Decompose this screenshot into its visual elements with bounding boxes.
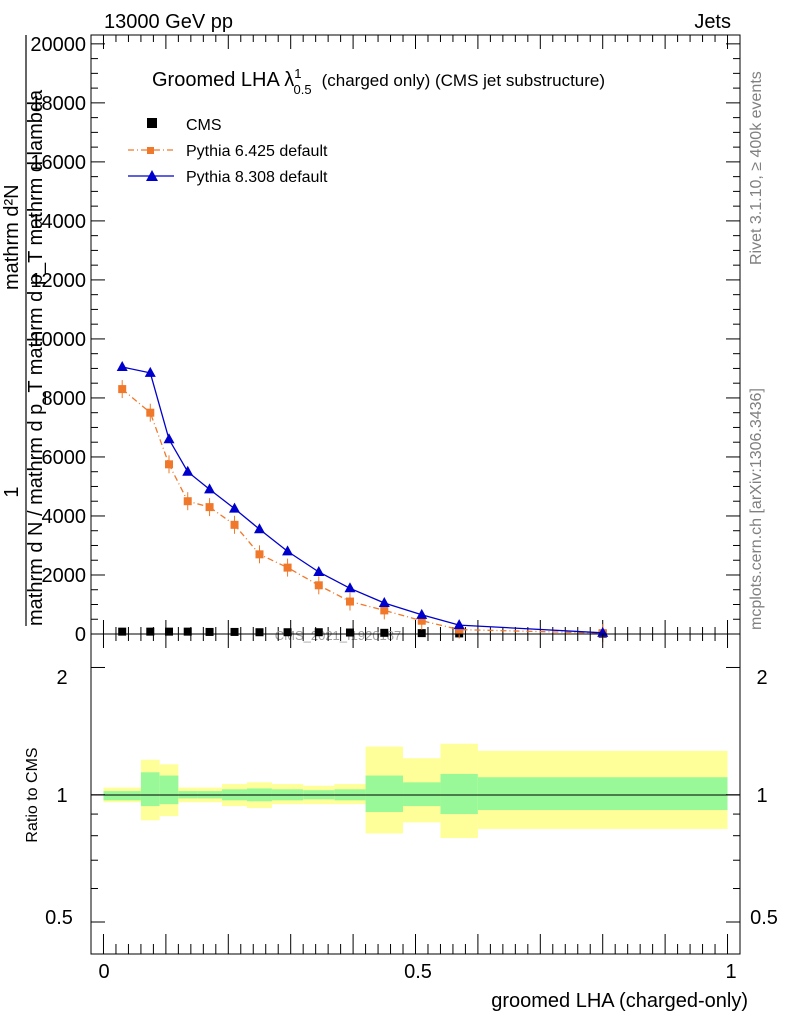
ratio-tick-2-left: 2 [56,667,67,689]
pythia8-point [116,360,128,371]
pythia8-point [378,597,390,608]
pythia8-point [229,502,241,513]
pythia6-point [165,460,174,469]
pythia6-point [417,616,426,625]
x-tick-05: 0.5 [404,961,432,983]
pythia6-point [283,563,292,572]
pythia6-point [255,550,264,559]
legend-cms-label: CMS [186,117,222,134]
pythia6-point [183,497,192,506]
top-panel: 0 2000 4000 6000 8000 10000 12000 14000 16000 180… [1,34,741,646]
mcplots-label: mcplots.cern.ch [arXiv:1306.3436] [748,388,765,630]
y-label-frac-num: 1 [1,486,23,497]
pythia8-point [182,465,194,476]
pythia6-point [205,503,214,512]
pythia8-point [313,566,325,577]
cms-point [283,628,292,637]
pythia6-point [118,385,127,394]
analysis-watermark: CMS_2021_I1920187 [275,628,402,643]
y-tick-label: 20000 [30,34,86,56]
cms-point [118,627,127,636]
bottom-axis-ticks [91,634,740,954]
pythia8-point [253,523,265,534]
ratio-tick-1-left: 1 [56,785,67,807]
y-tick-label: 18000 [30,93,86,115]
top-y-tick-labels: 0 2000 4000 6000 8000 10000 12000 14000 16000 180… [30,34,86,646]
x-tick-0: 0 [98,961,109,983]
inner-band-bin [365,775,404,813]
x-axis-label: groomed LHA (charged-only) [491,990,748,1012]
legend-pythia8-marker [146,170,158,181]
legend-pythia6-label: Pythia 6.425 default [186,143,328,160]
pythia8-point [163,433,175,444]
legend-cms-marker [147,118,157,128]
pythia8-point [204,483,216,494]
cms-point [183,627,192,636]
y-tick-label: 2000 [42,565,87,587]
cms-point [165,627,174,636]
plot-title: Groomed LHA λ1 0.5 (charged only) (CMS jet… [152,66,605,97]
cms-point [345,628,354,637]
inner-band-bin [103,791,141,801]
cms-point [314,628,323,637]
y-tick-label: 12000 [30,270,86,292]
uncertainty-bands [103,743,728,839]
pythia6-point [455,625,464,634]
cms-point [417,629,426,638]
cms-point [255,628,264,637]
cms-point [205,627,214,636]
pythia8-point [416,608,428,619]
y-tick-label: 16000 [30,152,86,174]
pythia6-line [121,388,603,634]
pythia8-point [144,366,156,377]
ratio-tick-05-right: 0.5 [750,907,778,929]
y-tick-label: 4000 [42,506,87,528]
pythia6-point [230,520,239,529]
ratio-panel: 2 1 0.5 2 1 0.5 Ratio to CMS 0 0.5 1 gro… [24,633,778,1012]
legend-pythia6-marker [147,147,154,154]
y-tick-label: 0 [75,624,86,646]
ratio-y-label: Ratio to CMS [24,747,41,842]
pythia6-point [345,597,354,606]
top-y-axis-label: mathrm d²N 1 mathrm d N / mathrm d p_T m… [1,35,47,626]
legend: CMS Pythia 6.425 default Pythia 8.308 de… [128,117,328,186]
rivet-label: Rivet 3.1.10, ≥ 400k events [748,71,765,265]
y-tick-label: 14000 [30,211,86,233]
y-tick-label: 10000 [30,329,86,351]
series-layer [116,360,609,643]
ratio-frame [90,633,741,955]
y-tick-label: 6000 [42,447,87,469]
legend-pythia8-label: Pythia 8.308 default [186,169,328,186]
inner-band-bin [440,773,478,815]
pythia6-point [380,606,389,615]
y-label-denominator: mathrm d N / mathrm d p_T mathrm d p_T m… [25,89,47,626]
energy-label: 13000 GeV pp [104,11,233,33]
pythia8-line [122,366,603,634]
y-label-numerator: mathrm d²N [1,184,23,290]
ratio-tick-2-right: 2 [756,667,767,689]
cms-point [380,628,389,637]
cms-point [146,627,155,636]
inner-band-bin [403,782,441,807]
y-tick-label: 8000 [42,388,87,410]
pythia8-point [453,619,465,630]
pythia8-point [282,545,294,556]
pythia6-point [314,581,323,590]
inner-band-bin [477,777,728,811]
inner-band-bin [159,775,179,805]
ratio-tick-1-right: 1 [756,785,767,807]
pythia8-point [344,582,356,593]
cms-point [230,627,239,636]
inner-band-bin [140,772,160,807]
x-tick-1: 1 [725,961,736,983]
pythia6-point [146,408,155,417]
category-label: Jets [694,11,731,33]
ratio-tick-05-left: 0.5 [45,907,73,929]
